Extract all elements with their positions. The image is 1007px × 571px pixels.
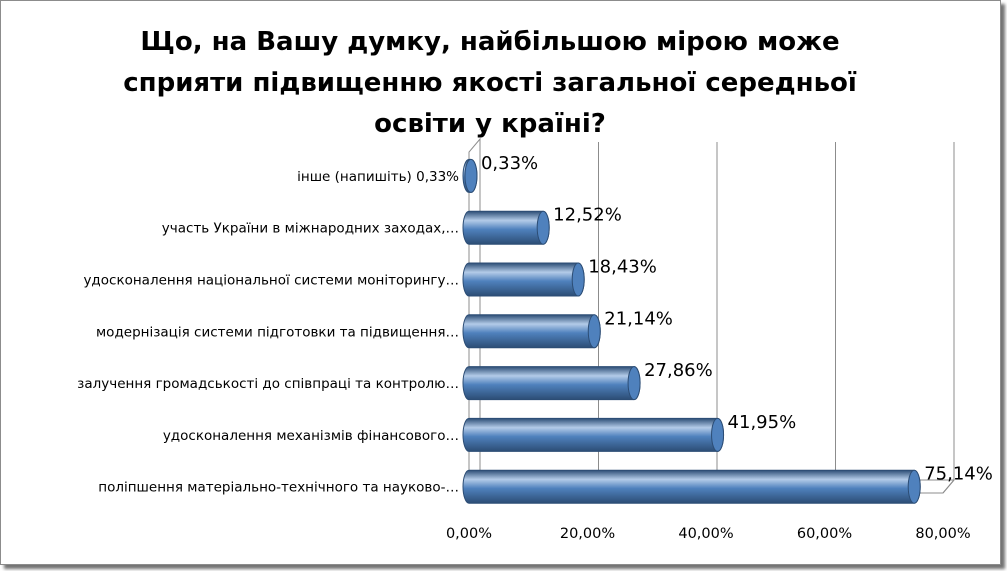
bar-group: 21,14% модернізація системи підготовки та… — [96, 308, 673, 349]
bar — [462, 417, 725, 452]
bar-end-cap — [711, 417, 725, 452]
bar-end-cap — [587, 314, 601, 349]
data-label: 21,14% — [604, 308, 673, 329]
bar-end-cap — [907, 469, 921, 504]
chart-title: Що, на Вашу думку, найбільшою мірою може… — [60, 22, 920, 145]
bar — [462, 366, 641, 401]
chart-title-line-1: Що, на Вашу думку, найбільшою мірою може — [140, 27, 840, 57]
category-label: удосконалення національної системи моніт… — [83, 273, 459, 289]
data-label: 12,52% — [553, 205, 622, 226]
bar-group: 12,52% участь України в міжнародних заход… — [162, 205, 622, 245]
bar-end-cap — [627, 366, 641, 401]
category-label: інше (напишіть) 0,33% — [297, 169, 459, 185]
bar — [462, 262, 585, 297]
bar-end-cap — [571, 262, 585, 297]
bar — [462, 314, 601, 349]
category-label: залучення громадськості до співпраці та … — [77, 376, 459, 392]
bar — [462, 469, 921, 504]
data-label: 41,95% — [728, 412, 797, 433]
bar-end-cap — [464, 158, 478, 193]
category-label: удосконалення механізмів фінансового… — [163, 428, 459, 444]
x-tick-label: 60,00% — [797, 526, 852, 542]
chart-title-line-2: сприяти підвищенню якості загальної сере… — [123, 68, 857, 98]
bar-group: 0,33% інше (напишіть) 0,33% — [297, 153, 538, 193]
bar-group: 41,95% удосконалення механізмів фінансово… — [163, 412, 796, 452]
bar-group: 18,43% удосконалення національної системи… — [83, 257, 657, 297]
bar — [462, 210, 550, 245]
x-tick-label: 80,00% — [915, 526, 970, 542]
x-tick-label: 20,00% — [560, 526, 615, 542]
category-label: поліпшення матеріально-технічного та нау… — [98, 480, 459, 496]
bar-group: 27,86% залучення громадськості до співпра… — [77, 360, 713, 401]
bar-group: 75,14% поліпшення матеріально-технічного … — [98, 464, 993, 504]
category-label: участь України в міжнародних заходах,… — [162, 221, 459, 237]
data-label: 0,33% — [481, 153, 538, 174]
x-gridline-floor — [942, 479, 955, 494]
bar-end-cap — [536, 210, 550, 245]
category-label: модернізація системи підготовки та підви… — [96, 324, 459, 340]
x-tick-label: 40,00% — [678, 526, 733, 542]
chart-title-line-3: освіти у країні? — [374, 109, 606, 139]
data-label: 27,86% — [644, 360, 713, 381]
data-label: 75,14% — [924, 464, 993, 485]
data-label: 18,43% — [588, 257, 657, 278]
x-tick-label: 0,00% — [446, 526, 492, 542]
